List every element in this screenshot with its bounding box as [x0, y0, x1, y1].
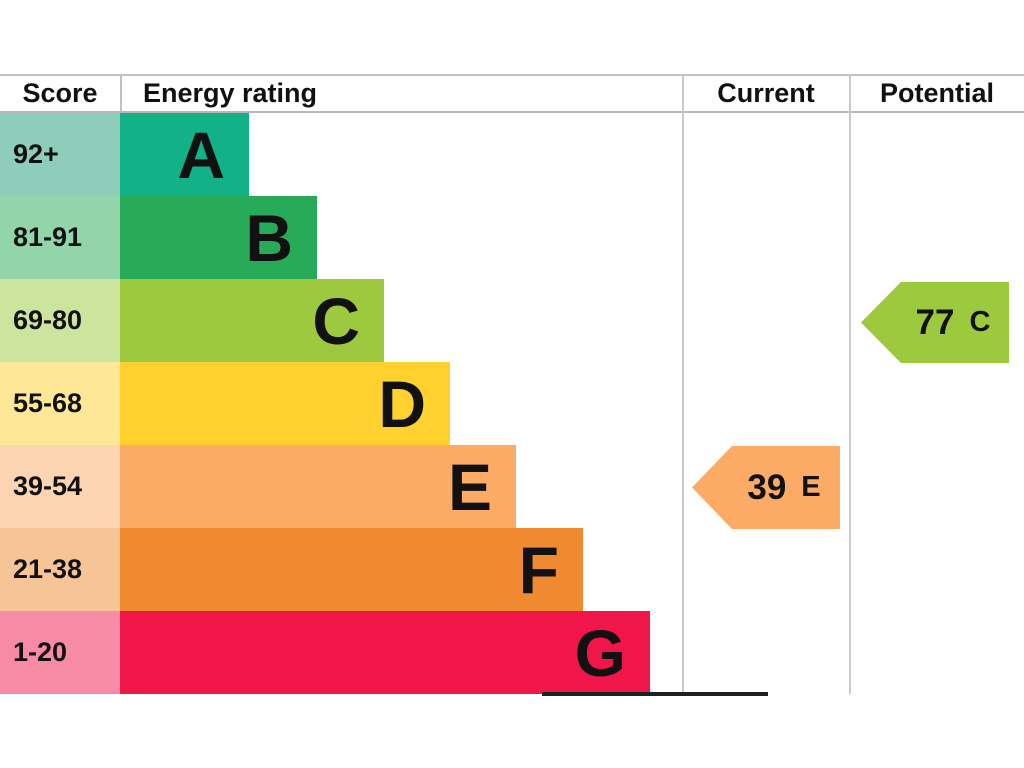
score-range-label: 39-54 [13, 471, 83, 501]
current-column-divider [682, 74, 684, 694]
rating-bar: B [120, 196, 317, 279]
score-range-label: 81-91 [13, 222, 83, 252]
band-row: 92+ A [0, 113, 1024, 196]
score-cell: 92+ [0, 113, 120, 196]
rating-letter: A [177, 117, 225, 192]
table-bottom-border [542, 692, 768, 696]
score-cell: 55-68 [0, 362, 120, 445]
score-range-label: 92+ [13, 139, 59, 169]
band-row: 69-80 C [0, 279, 1024, 362]
rating-letter: B [245, 200, 293, 275]
header-current: Current [717, 78, 815, 108]
score-cell: 39-54 [0, 445, 120, 528]
rating-letter: C [312, 283, 360, 358]
rating-bar: E [120, 445, 516, 528]
rating-bar: A [120, 113, 249, 196]
score-cell: 21-38 [0, 528, 120, 611]
table-header: Score Energy rating Current Potential [0, 74, 1024, 113]
rating-letter: F [518, 532, 559, 607]
score-range-label: 69-80 [13, 305, 83, 335]
rating-letter: D [378, 366, 426, 441]
band-row: 55-68 D [0, 362, 1024, 445]
potential-score-value: 77 [915, 302, 955, 342]
rating-bar: F [120, 528, 583, 611]
score-range-label: 1-20 [13, 637, 68, 667]
score-range-label: 21-38 [13, 554, 83, 584]
header-score: Score [22, 78, 98, 108]
score-range-label: 55-68 [13, 388, 83, 418]
potential-column-divider [849, 74, 851, 694]
score-cell: 81-91 [0, 196, 120, 279]
band-row: 39-54 E [0, 445, 1024, 528]
header-potential: Potential [879, 78, 994, 108]
rating-letter: G [574, 615, 626, 690]
current-band-letter: E [801, 471, 821, 503]
rating-bands: 92+ A 81-91 B 69-80 C 55-68 [0, 113, 1024, 694]
rating-bar: C [120, 279, 384, 362]
rating-bar: D [120, 362, 450, 445]
band-row: 21-38 F [0, 528, 1024, 611]
band-row: 81-91 B [0, 196, 1024, 279]
current-score-value: 39 [747, 467, 787, 507]
band-row: 1-20 G [0, 611, 1024, 694]
potential-band-letter: C [969, 306, 991, 338]
score-cell: 1-20 [0, 611, 120, 694]
score-cell: 69-80 [0, 279, 120, 362]
header-energy-rating: Energy rating [120, 76, 682, 111]
rating-letter: E [447, 449, 492, 524]
rating-bar: G [120, 611, 650, 694]
